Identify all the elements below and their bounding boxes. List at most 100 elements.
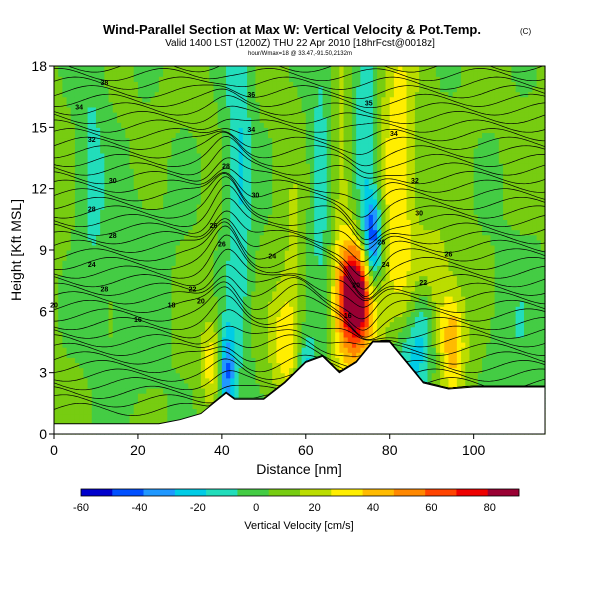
w-cell	[318, 106, 324, 113]
w-cell	[259, 193, 265, 200]
w-cell	[163, 244, 168, 251]
w-cell	[116, 418, 122, 425]
w-cell	[196, 255, 202, 261]
w-cell	[330, 122, 336, 128]
w-cell	[234, 96, 240, 103]
w-cell	[263, 106, 269, 113]
w-cell	[142, 342, 147, 348]
w-cell	[234, 306, 240, 312]
w-cell	[339, 331, 345, 338]
w-cell	[125, 193, 131, 200]
w-cell	[58, 326, 63, 333]
w-cell	[318, 127, 324, 134]
w-cell	[242, 193, 248, 200]
w-cell	[133, 81, 139, 88]
w-cell	[251, 290, 257, 297]
w-cell	[217, 91, 223, 98]
w-cell	[309, 147, 315, 154]
w-cell	[293, 280, 299, 287]
w-cell	[247, 377, 252, 384]
w-cell	[163, 142, 168, 149]
w-cell	[339, 275, 345, 282]
w-cell	[205, 336, 210, 343]
w-cell	[209, 357, 215, 364]
w-cell	[192, 81, 198, 88]
w-cell	[104, 239, 110, 246]
w-cell	[66, 86, 72, 93]
w-cell	[163, 229, 168, 236]
w-cell	[133, 209, 139, 215]
w-cell	[112, 382, 118, 389]
w-cell	[87, 183, 93, 190]
w-cell	[255, 142, 261, 149]
w-cell	[188, 193, 194, 200]
w-cell	[62, 306, 68, 312]
w-cell	[188, 152, 194, 159]
w-cell	[242, 71, 248, 77]
w-cell	[158, 76, 164, 82]
w-cell	[230, 290, 236, 297]
w-cell	[146, 331, 152, 338]
w-cell	[154, 183, 160, 190]
w-cell	[209, 137, 215, 144]
w-cell	[263, 152, 269, 159]
w-cell	[234, 224, 240, 231]
w-cell	[116, 388, 122, 394]
w-cell	[196, 285, 202, 292]
w-cell	[268, 147, 273, 154]
w-cell	[58, 229, 63, 236]
w-cell	[209, 331, 215, 338]
w-cell	[343, 326, 349, 333]
w-cell	[129, 362, 135, 369]
w-cell	[66, 321, 72, 328]
w-cell	[335, 275, 340, 282]
w-cell	[154, 336, 160, 343]
w-cell	[87, 352, 93, 358]
w-cell	[230, 234, 236, 241]
w-cell	[154, 352, 160, 358]
w-cell	[297, 331, 303, 338]
w-cell	[91, 91, 97, 98]
w-cell	[280, 342, 286, 348]
w-cell	[217, 71, 223, 77]
w-cell	[330, 106, 336, 113]
w-cell	[309, 178, 315, 185]
w-cell	[289, 362, 294, 369]
w-cell	[217, 367, 223, 374]
w-cell	[104, 152, 110, 159]
w-cell	[234, 106, 240, 113]
w-cell	[58, 127, 63, 134]
w-cell	[158, 244, 164, 251]
w-cell	[95, 280, 101, 287]
w-cell	[209, 280, 215, 287]
w-cell	[205, 234, 210, 241]
w-cell	[234, 234, 240, 241]
w-cell	[104, 336, 110, 343]
w-cell	[330, 152, 336, 159]
w-cell	[167, 362, 173, 369]
w-cell	[205, 398, 210, 404]
w-cell	[251, 239, 257, 246]
w-cell	[163, 285, 168, 292]
w-cell	[184, 382, 189, 389]
w-cell	[70, 188, 76, 195]
w-cell	[247, 388, 252, 394]
w-cell	[142, 91, 147, 98]
w-cell	[167, 204, 173, 210]
w-cell	[100, 388, 105, 394]
w-cell	[276, 367, 282, 374]
w-cell	[322, 76, 328, 82]
w-cell	[188, 275, 194, 282]
w-cell	[133, 301, 139, 307]
w-cell	[58, 204, 63, 210]
w-cell	[66, 147, 72, 154]
w-cell	[330, 331, 336, 338]
w-cell	[116, 198, 122, 205]
w-cell	[87, 296, 93, 302]
w-cell	[95, 183, 101, 190]
w-cell	[112, 214, 118, 220]
w-cell	[184, 86, 189, 93]
w-cell	[167, 255, 173, 261]
w-cell	[100, 147, 105, 154]
w-cell	[79, 204, 84, 210]
